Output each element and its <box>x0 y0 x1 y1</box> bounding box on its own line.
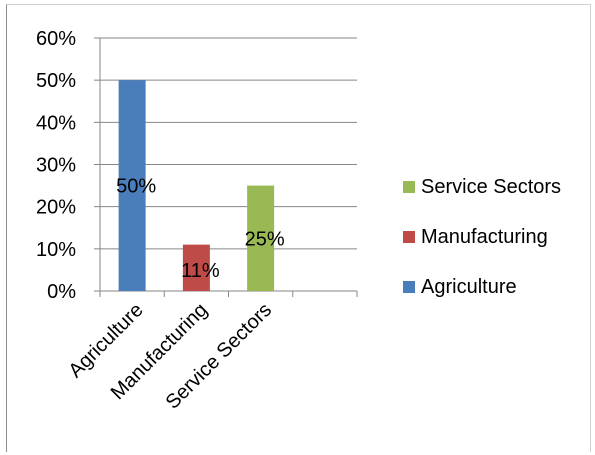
y-tick-label: 30% <box>36 155 76 177</box>
bar-agriculture <box>118 80 146 292</box>
y-tick-label: 60% <box>36 28 76 50</box>
legend: Service Sectors Manufacturing Agriculture <box>403 176 561 298</box>
chart-frame <box>6 4 591 452</box>
data-labels: 50% 11% 25% <box>116 176 285 282</box>
bar-service-sectors <box>247 185 275 291</box>
legend-label: Manufacturing <box>421 226 548 248</box>
bars <box>118 80 275 292</box>
legend-label: Agriculture <box>421 276 517 298</box>
legend-swatch <box>403 231 415 243</box>
legend-swatch <box>403 181 415 193</box>
data-label: 25% <box>245 228 285 250</box>
y-tick-label: 0% <box>47 281 76 303</box>
data-label: 50% <box>116 176 156 198</box>
y-tick-label: 40% <box>36 112 76 134</box>
y-tick-label: 50% <box>36 70 76 92</box>
y-tick-label: 20% <box>36 197 76 219</box>
data-label: 11% <box>181 260 220 282</box>
legend-label: Service Sectors <box>421 176 561 198</box>
y-tick-labels: 0% 10% 20% 30% 40% 50% 60% <box>36 28 76 303</box>
bar-manufacturing <box>182 244 210 291</box>
legend-swatch <box>403 281 415 293</box>
y-tick-label: 10% <box>36 239 76 261</box>
